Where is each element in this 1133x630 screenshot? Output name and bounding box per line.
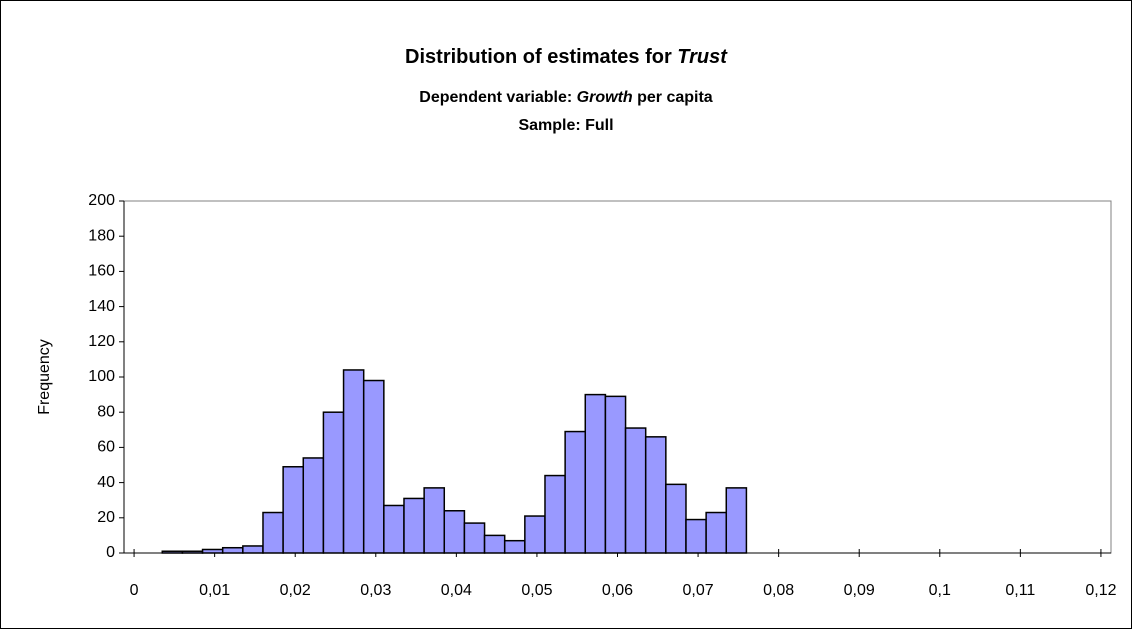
bar	[564, 430, 587, 554]
bar	[463, 522, 486, 554]
bar	[242, 545, 264, 554]
x-tick-label: 0,09	[844, 582, 875, 599]
y-axis-label: Frequency	[36, 339, 53, 415]
bar	[161, 550, 184, 554]
y-tick-label: 80	[97, 403, 115, 420]
bar	[201, 548, 224, 554]
subtitle-text: per capita	[633, 89, 713, 106]
bar	[282, 466, 305, 554]
bar	[604, 395, 627, 554]
x-tick-label: 0,02	[280, 582, 311, 599]
bar	[423, 487, 446, 554]
bar	[524, 515, 546, 554]
y-tick-label: 60	[97, 439, 115, 456]
x-tick-label: 0,03	[360, 582, 391, 599]
chart-subtitle: Dependent variable: Growth per capita	[419, 89, 713, 106]
bar	[443, 510, 466, 554]
bar	[725, 487, 748, 554]
y-tick-label: 180	[88, 227, 115, 244]
x-tick-label: 0,12	[1085, 582, 1116, 599]
x-tick-label: 0,08	[763, 582, 794, 599]
y-tick-label: 0	[106, 544, 115, 561]
x-tick-label: 0	[130, 582, 139, 599]
chart-title: Distribution of estimates for Trust	[405, 46, 728, 68]
bar	[483, 534, 506, 554]
bar	[181, 550, 204, 554]
y-tick-label: 200	[88, 192, 115, 209]
subtitle-emphasis: Growth	[577, 89, 633, 106]
bar	[221, 546, 244, 554]
y-tick-label: 40	[97, 474, 115, 491]
bar	[503, 539, 526, 554]
x-tick-label: 0,1	[929, 582, 951, 599]
subtitle-text: Dependent variable:	[419, 89, 576, 106]
y-tick-label: 20	[97, 509, 115, 526]
bar	[665, 483, 687, 554]
bar	[342, 369, 365, 554]
bar	[584, 393, 607, 554]
x-tick-label: 0,11	[1005, 582, 1035, 599]
bar	[544, 474, 566, 554]
title-text: Distribution of estimates for	[405, 46, 677, 68]
y-tick-label: 140	[88, 298, 115, 315]
x-tick-label: 0,06	[602, 582, 633, 599]
bar	[403, 497, 425, 554]
bar	[705, 511, 728, 554]
bar	[322, 411, 345, 554]
bar	[262, 511, 284, 554]
y-tick-label: 100	[88, 368, 115, 385]
x-tick-label: 0,07	[683, 582, 714, 599]
x-tick-label: 0,01	[199, 582, 230, 599]
x-tick-label: 0,05	[521, 582, 552, 599]
bar	[362, 379, 385, 554]
bar	[624, 427, 647, 554]
bar	[302, 457, 325, 554]
x-tick-label: 0,04	[441, 582, 472, 599]
bar	[685, 518, 707, 554]
title-emphasis: Trust	[677, 46, 728, 68]
chart-subtitle: Sample: Full	[518, 117, 613, 134]
bar	[383, 504, 405, 554]
y-tick-label: 120	[88, 333, 115, 350]
bar	[644, 436, 667, 554]
y-tick-label: 160	[88, 263, 115, 280]
